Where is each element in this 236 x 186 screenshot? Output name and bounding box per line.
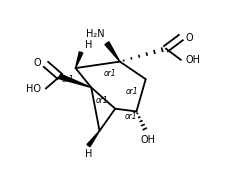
Text: or1: or1 bbox=[125, 112, 137, 121]
Text: H: H bbox=[85, 40, 92, 50]
Text: H: H bbox=[85, 149, 92, 159]
Text: O: O bbox=[34, 58, 41, 68]
Text: or1: or1 bbox=[126, 87, 138, 96]
Text: OH: OH bbox=[185, 55, 200, 65]
Text: H₂N: H₂N bbox=[86, 28, 105, 39]
Polygon shape bbox=[87, 131, 100, 147]
Polygon shape bbox=[105, 42, 120, 62]
Text: OH: OH bbox=[140, 135, 155, 145]
Polygon shape bbox=[76, 52, 83, 68]
Polygon shape bbox=[59, 74, 91, 87]
Text: or1: or1 bbox=[96, 96, 109, 105]
Text: O: O bbox=[185, 33, 193, 43]
Text: or1: or1 bbox=[62, 75, 75, 84]
Text: or1: or1 bbox=[103, 69, 116, 78]
Text: HO: HO bbox=[26, 84, 41, 94]
